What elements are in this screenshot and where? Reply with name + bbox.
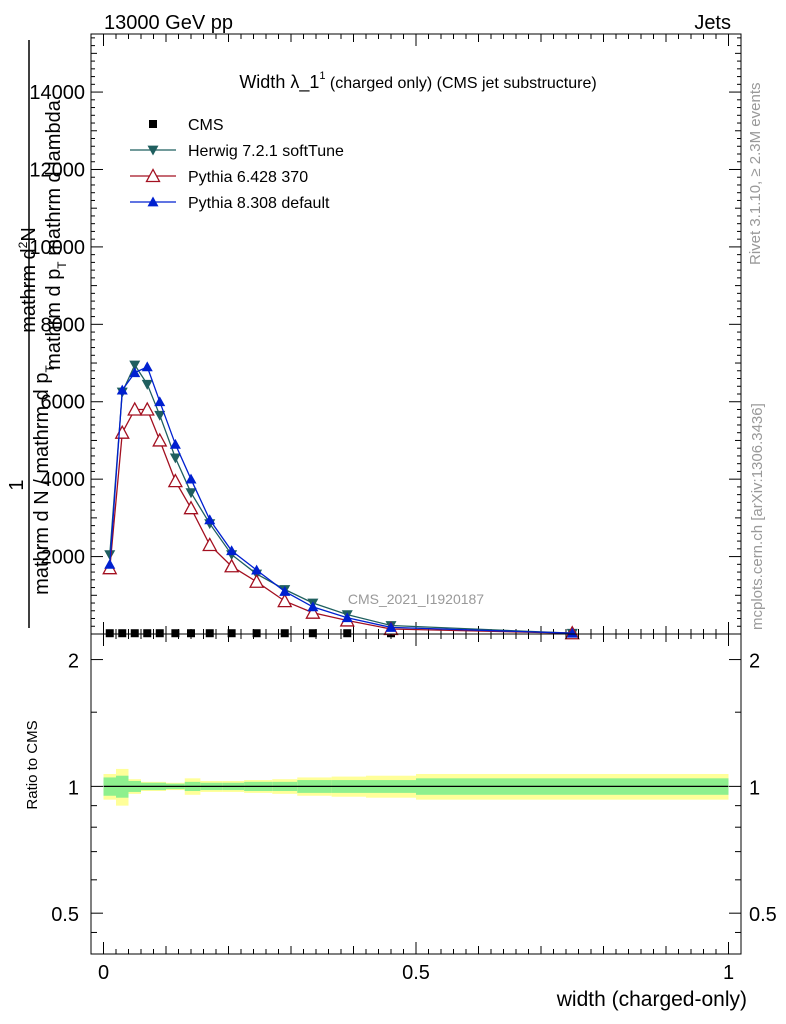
title-rest: (charged only) (CMS jet substructure) [325,75,596,92]
data-point [139,401,155,416]
data-point [252,629,261,638]
data-point [183,500,199,515]
x-axis-label: width (charged-only) [556,988,747,1011]
analysis-label: CMS_2021_I1920187 [348,591,484,607]
x-tick-label: 1 [723,962,734,984]
data-point [143,629,152,638]
data-point [343,629,352,638]
data-point [167,473,183,488]
legend-label: Pythia 6.428 370 [188,169,308,186]
y-tick-label: 6000 [41,392,86,414]
data-point [154,396,166,407]
data-point [204,514,216,525]
data-point [251,564,263,575]
legend-marker [149,120,157,128]
mcplots-label: mcplots.cern.ch [arXiv:1306.3436] [749,403,766,630]
ratio-y-tick-label: 2 [68,651,79,673]
data-point [104,550,116,561]
data-point [385,621,397,632]
data-point [114,424,130,439]
title-superscript: 1 [319,70,325,82]
data-point [118,629,127,638]
y-tick-label: 4000 [41,469,86,491]
data-point [224,558,240,573]
data-point [227,629,236,638]
y-tick-label: 14000 [29,82,85,104]
legend-label: Pythia 8.308 default [188,195,330,212]
legend-marker [145,168,161,183]
data-point [141,361,153,372]
category-label: Jets [694,12,731,34]
data-point [169,438,181,449]
main-curves [102,360,580,640]
ratio-y-tick-label-right: 0.5 [749,904,777,926]
rivet-version-label: Rivet 3.1.10, ≥ 2.3M events [747,83,764,266]
series-line [109,408,573,634]
series-3 [104,361,578,638]
x-tick-label: 0 [98,962,109,984]
plot-title: Width λ_11 (charged only) (CMS jet subst… [239,70,596,93]
ratio-y-tick-label: 1 [68,777,79,799]
data-point [205,629,214,638]
data-point [249,573,265,588]
data-point [185,473,197,484]
y-tick-label: 12000 [29,159,85,181]
main-ticks: 2000 4000 6000 8000 10000 12000 14000 [29,34,741,634]
data-point [202,537,218,552]
legend-label: CMS [188,117,224,134]
y-tick-label: 8000 [41,314,86,336]
data-point [279,585,291,596]
data-point [105,629,114,638]
ratio-ticks: 0.5 0.5 1 1 2 2 0 0.5 1 [51,634,777,984]
legend: CMS Herwig 7.2.1 softTune Pythia 6.428 370… [130,117,344,212]
main-ylabel: mathrm d2N mathrm d pT mathrm d lambda 1… [6,99,69,595]
data-point [104,558,116,569]
data-point [152,432,168,447]
ylabel-bottom-line: mathrm d N / mathrm d pT [31,365,57,595]
ratio-y-tick-label-right: 2 [749,651,760,673]
y-tick-label: 10000 [29,237,85,259]
legend-marker [147,196,159,207]
ratio-y-tick-label: 0.5 [51,904,79,926]
x-tick-label: 0.5 [402,962,430,984]
series-2 [102,401,580,640]
data-point [129,367,141,378]
data-point [566,627,578,638]
data-point [129,360,141,371]
title-main: Width λ_1 [239,72,319,93]
data-point [154,410,166,421]
data-point [280,629,289,638]
data-point [127,401,143,416]
ratio-bands [103,768,729,806]
series-line [109,363,573,634]
legend-label: Herwig 7.2.1 softTune [188,143,344,160]
data-point [187,629,195,638]
y-tick-label: 2000 [41,547,86,569]
series-1 [104,360,578,639]
energy-label: 13000 GeV pp [104,12,233,34]
data-point [116,384,128,395]
data-point [169,453,181,464]
data-point [226,545,238,556]
data-point [341,612,353,623]
ratio-ylabel: Ratio to CMS [24,720,41,809]
ratio-y-tick-label-right: 1 [749,777,760,799]
data-point [308,629,317,638]
data-point [185,488,197,499]
data-point [171,629,180,638]
data-point [305,604,321,619]
data-point [130,629,139,638]
series-line [109,366,573,634]
data-point [141,379,153,390]
data-point [277,593,293,608]
data-point [155,629,164,638]
ylabel-one: 1 [6,479,28,490]
data-point [307,601,319,612]
legend-marker [147,145,159,156]
ylabel-denominator-line: mathrm d pT mathrm d lambda [43,99,69,370]
